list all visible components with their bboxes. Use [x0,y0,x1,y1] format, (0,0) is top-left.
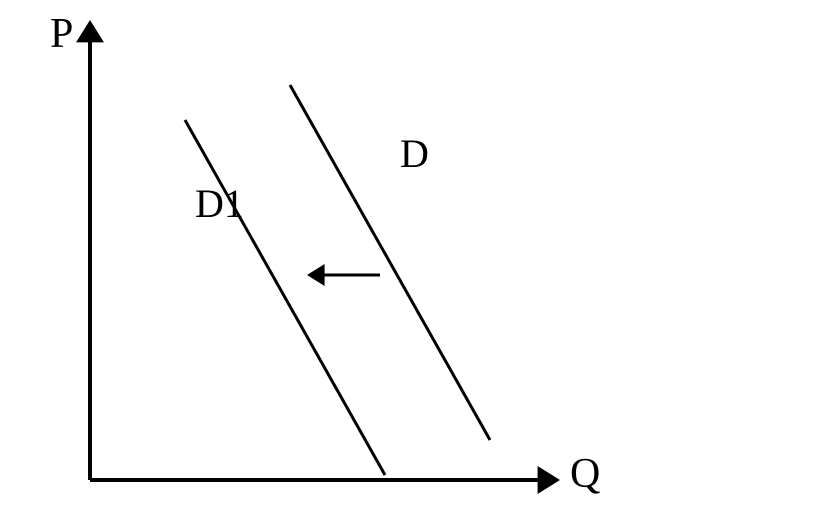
d1-line-label: D1 [195,180,244,227]
d-line-label: D [400,130,429,177]
demand-shift-diagram [0,0,819,530]
x-axis-label: Q [570,450,600,498]
y-axis-label: P [50,10,73,58]
